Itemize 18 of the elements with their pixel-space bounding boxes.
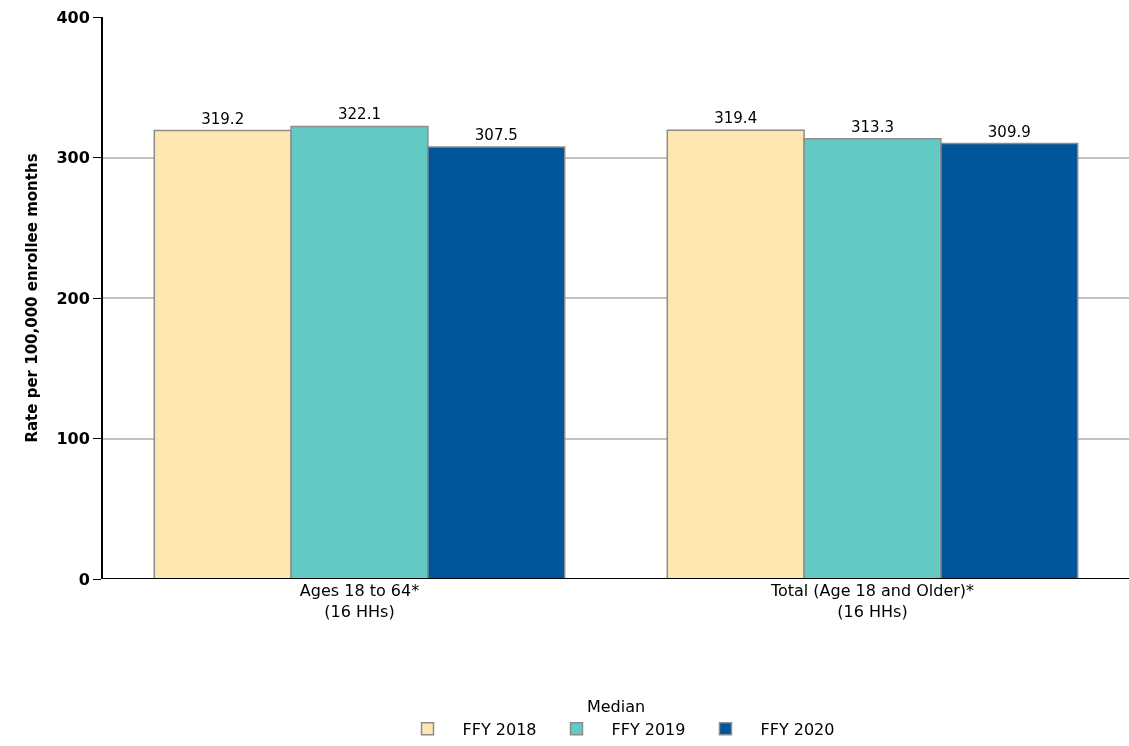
data-label: 309.9 bbox=[987, 122, 1031, 141]
y-tick-label: 100 bbox=[56, 429, 90, 449]
y-tick-label: 200 bbox=[56, 288, 90, 308]
data-label: 319.4 bbox=[714, 109, 758, 128]
data-label: 313.3 bbox=[851, 117, 894, 136]
data-label: 307.5 bbox=[474, 125, 518, 144]
legend-label: FFY 2019 bbox=[611, 719, 686, 739]
data-label: 322.1 bbox=[338, 105, 381, 124]
y-tick-label: 0 bbox=[78, 569, 90, 589]
legend-title: Median bbox=[586, 696, 646, 716]
x-tick-label: Total (Age 18 and Older)* (16 HHs) bbox=[769, 581, 975, 621]
y-axis-title: Rate per 100,000 enrollee months bbox=[23, 153, 42, 443]
data-label: 319.2 bbox=[201, 109, 245, 128]
y-tick-label: 400 bbox=[56, 7, 90, 27]
legend-label: FFY 2018 bbox=[462, 719, 537, 739]
legend-label: FFY 2020 bbox=[760, 719, 835, 739]
y-tick-label: 300 bbox=[56, 148, 90, 168]
x-tick-label: Ages 18 to 64* (16 HHs) bbox=[299, 581, 420, 621]
